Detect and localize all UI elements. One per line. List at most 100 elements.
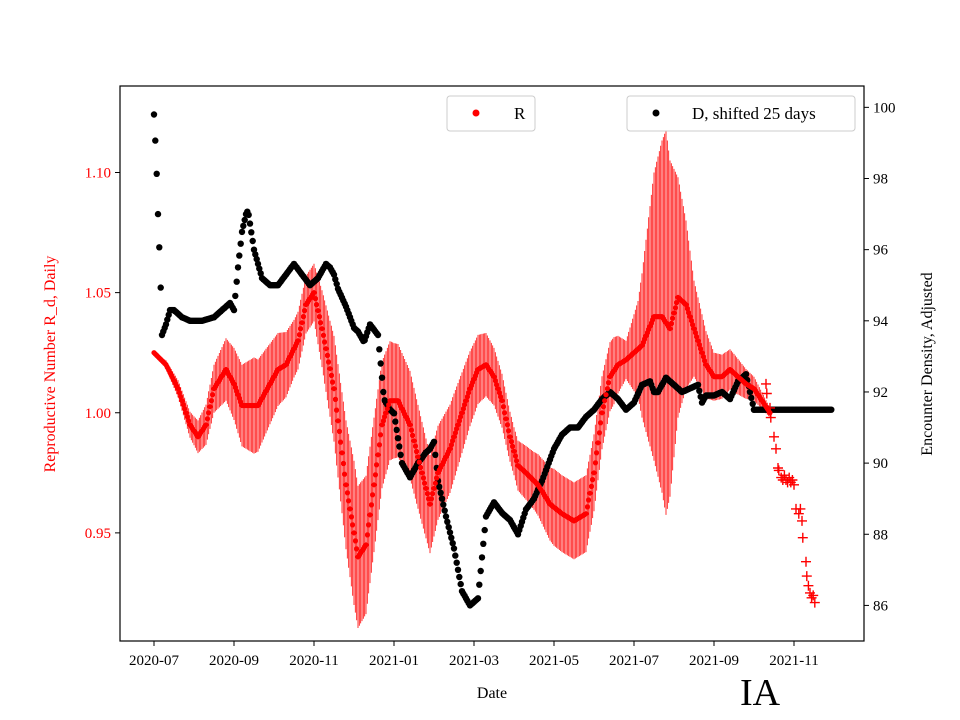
r-point <box>506 428 512 434</box>
d-point <box>333 280 340 288</box>
r-point <box>296 332 302 338</box>
r-point <box>430 491 436 497</box>
left-y-tick-label: 1.00 <box>85 406 111 422</box>
r-point <box>182 406 188 412</box>
r-point <box>352 538 358 544</box>
r-point <box>594 450 600 456</box>
r-projection-marker <box>809 597 820 608</box>
r-point <box>498 394 504 400</box>
r-point <box>508 439 514 445</box>
r-point <box>458 414 464 420</box>
r-point <box>583 511 589 517</box>
r-point <box>184 414 190 420</box>
r-point <box>602 398 608 404</box>
r-point <box>336 428 342 434</box>
r-point <box>600 404 606 410</box>
d-point <box>396 443 403 450</box>
r-point <box>698 346 704 352</box>
r-point <box>671 310 677 316</box>
d-point <box>452 552 459 559</box>
r-point <box>382 414 388 420</box>
r-point <box>454 426 460 432</box>
r-point <box>298 326 304 332</box>
r-point <box>351 530 357 536</box>
r-point <box>364 532 370 538</box>
legend-r-box <box>446 95 536 132</box>
r-point <box>431 485 437 491</box>
r-point <box>451 434 457 440</box>
d-point <box>448 534 455 541</box>
r-point <box>379 422 385 428</box>
r-point <box>688 318 694 324</box>
r-point <box>186 418 192 424</box>
d-point <box>437 489 444 496</box>
state-tag: IA <box>740 672 781 714</box>
x-tick-label: 2021-11 <box>769 653 818 669</box>
d-point <box>150 111 158 118</box>
right-y-tick-label: 96 <box>873 243 889 259</box>
r-point <box>343 482 349 488</box>
r-point <box>207 404 213 410</box>
r-point <box>599 410 605 416</box>
x-tick-label: 2021-05 <box>529 653 579 669</box>
r-point <box>335 418 341 424</box>
d-point <box>456 573 463 581</box>
r-point <box>380 418 386 424</box>
right-y-axis-ticks: 86 88 90 92 94 96 98 100 <box>864 100 896 614</box>
right-y-tick-label: 92 <box>873 385 888 401</box>
r-point <box>316 314 322 320</box>
d-point <box>380 388 387 396</box>
d-point <box>397 451 404 458</box>
d-point <box>245 211 252 219</box>
r-projection-marker <box>795 503 806 514</box>
r-point <box>499 398 505 404</box>
r-point <box>414 448 420 455</box>
legend-r: R <box>446 95 536 132</box>
r-point <box>203 422 209 428</box>
d-point <box>392 418 399 425</box>
d-point <box>233 278 240 285</box>
x-tick-label: 2021-07 <box>609 653 659 669</box>
r-point <box>418 464 424 471</box>
r-point <box>346 498 352 504</box>
r-point <box>590 477 596 483</box>
r-point <box>502 410 508 416</box>
d-point <box>241 216 248 224</box>
r-point <box>367 512 373 518</box>
r-point <box>700 354 706 360</box>
r-point <box>322 339 328 345</box>
r-point <box>496 390 502 396</box>
r-point <box>595 440 601 446</box>
r-point <box>672 305 678 311</box>
d-point <box>153 170 160 177</box>
r-point <box>587 490 593 496</box>
d-projection-point <box>828 406 835 413</box>
r-point <box>344 490 350 496</box>
r-projection-marker <box>779 470 790 481</box>
d-point <box>430 438 438 445</box>
r-point <box>368 502 374 508</box>
r-point <box>340 460 346 467</box>
r-point <box>318 320 324 326</box>
r-point <box>300 314 306 320</box>
legend-d-marker <box>652 109 660 117</box>
d-point <box>154 210 162 218</box>
r-point <box>314 302 320 308</box>
legend-d-label: D, shifted 25 days <box>692 104 816 123</box>
r-point <box>586 497 592 503</box>
r-projection-marker <box>771 443 781 454</box>
d-point <box>694 381 702 388</box>
r-point <box>363 542 369 548</box>
d-point <box>436 483 443 490</box>
r-point <box>204 416 210 422</box>
r-point <box>330 379 336 385</box>
r-point <box>512 453 518 459</box>
r-point <box>420 475 426 481</box>
d-point <box>438 495 446 502</box>
x-tick-label: 2021-09 <box>689 653 739 669</box>
r-point <box>687 314 693 320</box>
d-point <box>230 306 238 314</box>
r-point <box>511 448 517 454</box>
r-point <box>375 452 381 458</box>
